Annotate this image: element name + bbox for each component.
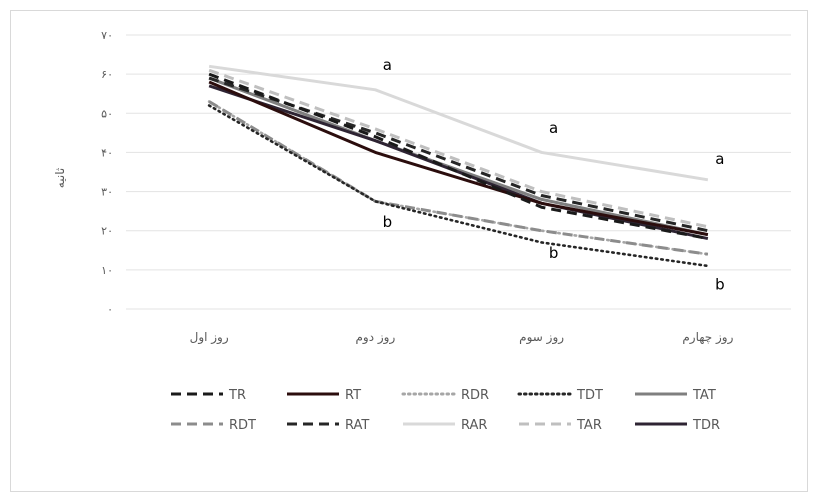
x-tick-label: روز چهارم <box>682 330 733 345</box>
annotation-label: a <box>383 56 392 74</box>
y-tick-label: ۶۰ <box>101 68 113 81</box>
y-tick-label: ۱۰ <box>101 264 113 277</box>
annotation-label: b <box>715 275 725 293</box>
series-lines <box>207 64 710 268</box>
x-tick-label: روز سوم <box>519 330 564 345</box>
series-line-tdt <box>207 104 710 268</box>
legend-label-tr: TR <box>228 388 246 403</box>
annotation-label: b <box>383 213 393 231</box>
x-tick-label: روز اول <box>190 330 229 345</box>
legend-label-rdt: RDT <box>229 418 256 433</box>
series-line-tr <box>208 72 709 241</box>
legend-label-rat: RAT <box>345 418 369 433</box>
x-tick-labels: روز اول روز دوم روز سوم روز چهارم <box>190 330 734 345</box>
y-tick-label: ۵۰ <box>101 107 113 120</box>
y-axis-label: ثانیه <box>53 168 67 188</box>
y-tick-labels: ۰ ۱۰ ۲۰ ۳۰ ۴۰ ۵۰ ۶۰ ۷۰ <box>101 29 113 316</box>
legend-label-tdt: TDT <box>576 388 603 403</box>
y-tick-label: ۷۰ <box>101 29 113 42</box>
annotation-label: a <box>549 119 558 137</box>
series-line-rdt <box>208 100 709 256</box>
chart-frame: ۰ ۱۰ ۲۰ ۳۰ ۴۰ ۵۰ ۶۰ ۷۰ روز اول روز دوم روز سوم روز… <box>10 10 808 492</box>
series-line-rar <box>208 64 709 182</box>
y-tick-label: ۲۰ <box>101 225 113 238</box>
x-tick-label: روز دوم <box>355 330 395 345</box>
legend: TR RT RDR TDT TAT RDT RAT RAR TAR TDR <box>171 388 720 433</box>
legend-label-tdr: TDR <box>692 418 720 433</box>
gridlines <box>126 34 791 310</box>
y-tick-label: ۰ <box>107 303 113 316</box>
legend-label-rt: RT <box>345 388 361 403</box>
annotation-label: b <box>549 244 559 262</box>
annotations: a a a b b b <box>383 56 725 293</box>
legend-label-rar: RAR <box>461 418 487 433</box>
legend-label-tat: TAT <box>692 388 716 403</box>
y-tick-label: ۳۰ <box>101 186 113 199</box>
series-line-tat <box>208 76 709 237</box>
series-line-rdr <box>207 100 710 256</box>
series-line-tar <box>208 68 709 229</box>
legend-label-tar: TAR <box>576 418 602 433</box>
legend-label-rdr: RDR <box>461 388 489 403</box>
annotation-label: a <box>715 150 724 168</box>
series-line-rat <box>208 76 709 233</box>
y-tick-label: ۴۰ <box>101 146 113 159</box>
series-line-rt <box>208 80 709 237</box>
series-line-tdr <box>208 84 709 241</box>
